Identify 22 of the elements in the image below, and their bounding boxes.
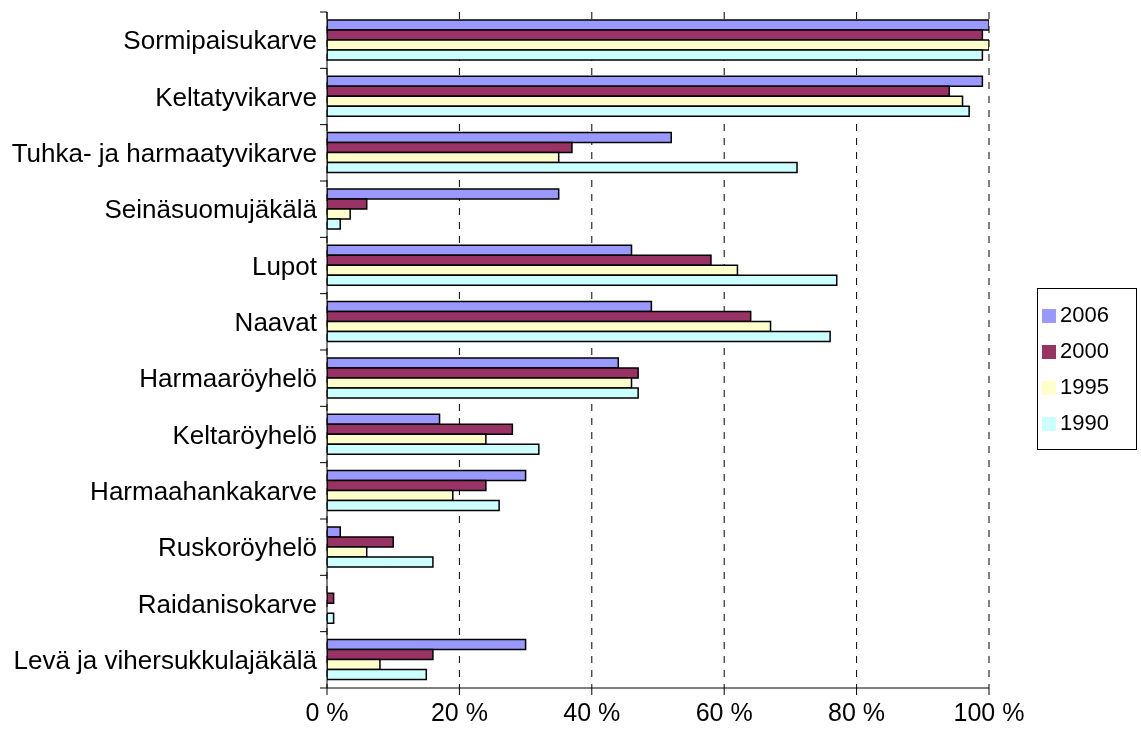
x-tick-label: 100 %	[953, 697, 1025, 726]
x-tick-label: 60 %	[695, 697, 753, 726]
y-tick-label: Raidanisokarve	[137, 588, 317, 619]
legend-label: 1990	[1060, 409, 1109, 435]
y-tick-label: Ruskoröyhelö	[158, 532, 317, 563]
x-tick-label: 40 %	[563, 697, 621, 726]
x-tick-label: 0 %	[305, 697, 349, 726]
y-tick-label: Keltatyvikarve	[155, 81, 317, 112]
legend-label: 2006	[1060, 301, 1109, 327]
y-tick-label: Seinäsuomujäkälä	[104, 194, 318, 225]
x-tick-label: 80 %	[828, 697, 886, 726]
y-tick-label: Sormipaisukarve	[123, 25, 317, 56]
legend-label: 1995	[1060, 373, 1109, 399]
y-tick-label: Tuhka- ja harmaatyvikarve	[11, 137, 317, 168]
legend-label: 2000	[1060, 337, 1109, 363]
y-tick-label: Levä ja vihersukkulajäkälä	[13, 644, 318, 675]
y-tick-label: Harmaaröyhelö	[139, 363, 317, 394]
y-tick-label: Keltaröyhelö	[172, 419, 317, 450]
x-tick-label: 20 %	[430, 697, 488, 726]
y-tick-label: Naavat	[234, 306, 318, 337]
y-tick-label: Lupot	[251, 250, 318, 281]
y-tick-label: Harmaahankakarve	[90, 475, 317, 506]
